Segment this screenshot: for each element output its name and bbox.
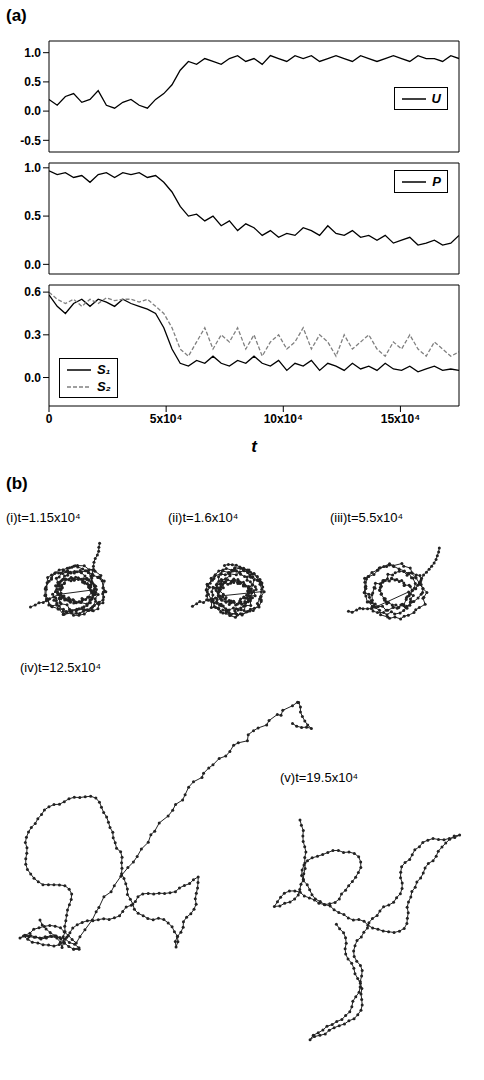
html-text:S₁: S₁: [97, 362, 111, 377]
svg-text:0.3: 0.3: [24, 328, 41, 342]
svg-text:(ii)t=1.6x10⁴: (ii)t=1.6x10⁴: [168, 510, 238, 525]
svg-text:(iii)t=5.5x10⁴: (iii)t=5.5x10⁴: [330, 510, 403, 525]
svg-text:1.0: 1.0: [24, 161, 41, 175]
html-text:(a): (a): [6, 6, 27, 25]
svg-text:0.6: 0.6: [24, 285, 41, 299]
svg-text:t: t: [251, 437, 258, 456]
svg-text:-0.5: -0.5: [20, 134, 41, 148]
html-text:P: P: [432, 174, 441, 189]
svg-text:0.5: 0.5: [24, 75, 41, 89]
html-text:U: U: [431, 91, 441, 106]
svg-text:(v)t=19.5x10⁴: (v)t=19.5x10⁴: [280, 770, 358, 785]
svg-text:0.0: 0.0: [24, 371, 41, 385]
svg-text:5x10⁴: 5x10⁴: [150, 412, 183, 426]
svg-text:(iv)t=12.5x10⁴: (iv)t=12.5x10⁴: [20, 660, 101, 675]
svg-text:10x10⁴: 10x10⁴: [264, 412, 303, 426]
svg-text:0: 0: [46, 412, 53, 426]
html-text:S₂: S₂: [97, 379, 111, 394]
svg-text:(i)t=1.15x10⁴: (i)t=1.15x10⁴: [6, 510, 81, 525]
svg-text:1.0: 1.0: [24, 46, 41, 60]
html-text:(b): (b): [6, 474, 28, 493]
svg-text:0.5: 0.5: [24, 209, 41, 223]
svg-text:0.0: 0.0: [24, 258, 41, 272]
svg-text:0.0: 0.0: [24, 104, 41, 118]
svg-text:15x10⁴: 15x10⁴: [381, 412, 420, 426]
